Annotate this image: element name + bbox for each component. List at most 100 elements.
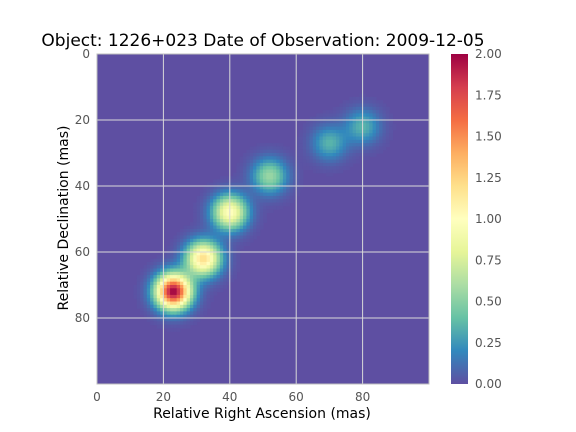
heatmap-cell xyxy=(206,245,211,250)
heatmap-cell xyxy=(146,314,151,319)
heatmap-cell xyxy=(279,166,284,171)
heatmap-cell xyxy=(336,106,340,111)
heatmap-cell xyxy=(146,291,151,296)
heatmap-cell xyxy=(379,133,384,138)
heatmap-cell xyxy=(183,275,188,279)
heatmap-cell xyxy=(332,113,337,118)
heatmap-cell xyxy=(176,294,181,299)
heatmap-cell xyxy=(203,238,208,243)
heatmap-cell xyxy=(339,162,344,167)
heatmap-cell xyxy=(336,136,340,141)
heatmap-cell xyxy=(206,199,211,204)
heatmap-cell xyxy=(160,265,164,270)
heatmap-cell xyxy=(289,149,294,154)
heatmap-cell xyxy=(243,232,247,237)
heatmap-cell xyxy=(279,156,284,161)
y-axis-label: Relative Declination (mas) xyxy=(56,126,72,311)
heatmap-cell xyxy=(355,153,360,157)
heatmap-cell xyxy=(306,166,311,171)
heatmap-cell xyxy=(196,235,201,240)
heatmap-cell xyxy=(375,116,380,121)
heatmap-cell xyxy=(299,179,304,184)
heatmap-cell xyxy=(236,255,241,260)
heatmap-cell xyxy=(176,304,181,309)
heatmap-cell xyxy=(259,149,264,154)
heatmap-cell xyxy=(266,166,271,171)
heatmap-cell xyxy=(170,258,174,263)
heatmap-cell xyxy=(186,294,191,299)
heatmap-cell xyxy=(299,186,304,190)
heatmap-cell xyxy=(319,146,324,151)
heatmap-cell xyxy=(272,199,277,204)
heatmap-cell xyxy=(223,189,228,194)
heatmap-cell xyxy=(173,298,178,303)
heatmap-cell xyxy=(276,143,281,147)
heatmap-cell xyxy=(166,271,171,276)
heatmap-cell xyxy=(180,294,184,299)
heatmap-cell xyxy=(312,162,317,167)
heatmap-cell xyxy=(213,232,218,237)
heatmap-cell xyxy=(153,278,158,283)
heatmap-cell xyxy=(209,189,214,194)
heatmap-cell xyxy=(279,202,284,207)
heatmap-cell xyxy=(253,212,257,217)
heatmap-cell xyxy=(233,195,238,200)
heatmap-cell xyxy=(226,278,231,283)
heatmap-cell xyxy=(272,195,277,200)
heatmap-cell xyxy=(206,294,211,299)
heatmap-cell xyxy=(243,199,247,204)
heatmap-cell xyxy=(292,156,297,161)
heatmap-cell xyxy=(272,182,277,187)
heatmap-cell xyxy=(239,166,244,171)
heatmap-cell xyxy=(322,169,327,174)
heatmap-cell xyxy=(259,146,264,151)
heatmap-cell xyxy=(196,308,201,312)
heatmap-cell xyxy=(336,146,340,151)
heatmap-cell xyxy=(150,311,155,316)
heatmap-cell xyxy=(309,149,314,154)
heatmap-cell xyxy=(346,156,350,161)
heatmap-cell xyxy=(219,252,224,256)
heatmap-cell xyxy=(282,192,287,197)
heatmap-cell xyxy=(372,100,377,105)
heatmap-cell xyxy=(326,172,330,177)
heatmap-cell xyxy=(186,318,191,322)
heatmap-cell xyxy=(263,179,267,184)
heatmap-cell xyxy=(326,133,330,138)
heatmap-cell xyxy=(156,265,161,270)
heatmap-cell xyxy=(316,126,321,131)
heatmap-cell xyxy=(302,126,307,131)
heatmap-cell xyxy=(193,311,198,316)
heatmap-cell xyxy=(206,222,211,227)
heatmap-cell xyxy=(229,261,234,266)
heatmap-cell xyxy=(233,186,238,190)
heatmap-cell xyxy=(233,248,238,253)
heatmap-cell xyxy=(153,281,158,286)
heatmap-cell xyxy=(163,294,168,299)
heatmap-cell xyxy=(375,103,380,108)
heatmap-cell xyxy=(163,271,168,276)
heatmap-cell xyxy=(233,212,238,217)
heatmap-cell xyxy=(329,113,334,118)
heatmap-cell xyxy=(199,222,204,227)
heatmap-cell xyxy=(223,219,228,223)
heatmap-cell xyxy=(219,192,224,197)
heatmap-cell xyxy=(332,146,337,151)
heatmap-cell xyxy=(296,156,301,161)
heatmap-cell xyxy=(309,146,314,151)
heatmap-cell xyxy=(296,146,301,151)
heatmap-cell xyxy=(203,268,208,273)
heatmap-cell xyxy=(203,281,208,286)
heatmap-cell xyxy=(150,294,155,299)
heatmap-cell xyxy=(199,195,204,200)
heatmap-cell xyxy=(173,252,178,256)
heatmap-cell xyxy=(176,285,181,289)
heatmap-cell xyxy=(216,275,221,279)
heatmap-cell xyxy=(150,261,155,266)
heatmap-cell xyxy=(243,159,247,164)
heatmap-cell xyxy=(199,212,204,217)
heatmap-cell xyxy=(342,106,347,111)
heatmap-cell xyxy=(322,110,327,114)
heatmap-cell xyxy=(166,291,171,296)
heatmap-cell xyxy=(186,304,191,309)
